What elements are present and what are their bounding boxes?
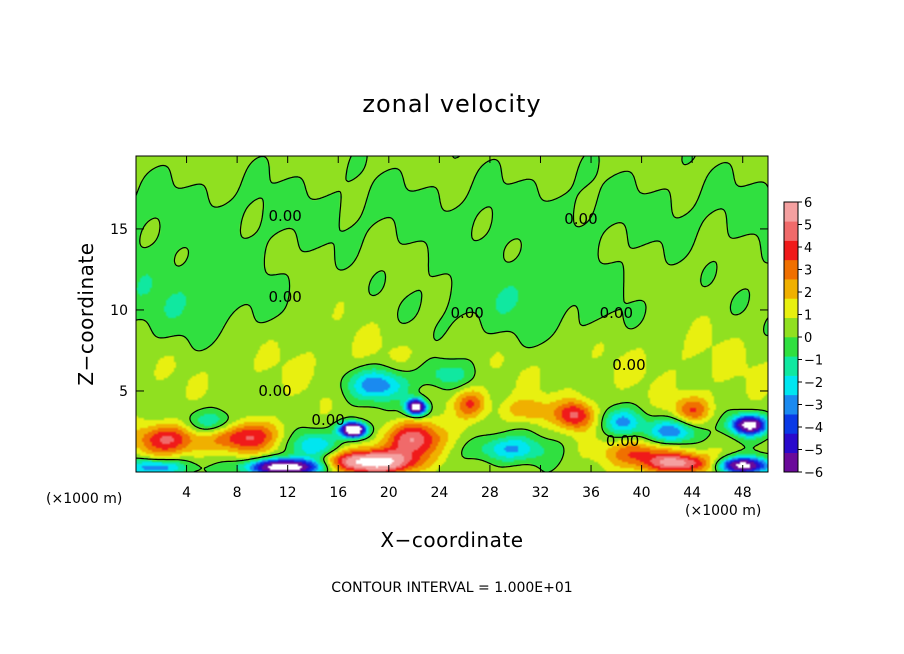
contour-label-1: 0.00 [564, 210, 597, 228]
colorbar-label-2: 4 [804, 241, 812, 256]
colorbar-swatch-9 [784, 279, 798, 299]
contour-label-3: 0.00 [450, 304, 483, 322]
x-tick-label-2: 12 [279, 485, 297, 501]
contour-label-0: 0.00 [268, 207, 301, 225]
y-axis-title: Z−coordinate [74, 242, 98, 385]
x-unit-label-left: (×1000 m) [46, 491, 122, 507]
colorbar-label-12: −6 [804, 466, 823, 481]
x-axis-title: X−coordinate [380, 528, 523, 552]
colorbar-label-1: 5 [804, 219, 812, 234]
colorbar-swatch-3 [784, 394, 798, 415]
zero-contour-line [136, 156, 768, 472]
colorbar-swatch-5 [784, 356, 798, 376]
colorbar-swatch-0 [784, 452, 798, 473]
x-tick-label-5: 24 [430, 485, 448, 501]
colorbar-label-0: 6 [804, 196, 812, 211]
colorbar-swatch-1 [784, 433, 798, 454]
plot-frame [135, 155, 769, 473]
y-tick-label-1: 10 [110, 303, 128, 319]
zero-contours [136, 156, 768, 472]
colorbar-swatch-2 [784, 414, 798, 434]
contour-label-2: 0.00 [268, 288, 301, 306]
contour-label-4: 0.00 [600, 304, 633, 322]
colorbar-swatch-7 [784, 317, 798, 338]
x-tick-label-0: 4 [182, 485, 191, 501]
colorbar-swatch-10 [784, 259, 798, 280]
x-tick-label-7: 32 [532, 485, 550, 501]
x-axis-ticks: 4 8 12 16 20 24 28 32 36 40 44 48 [182, 156, 752, 501]
colorbar-label-11: −5 [804, 444, 823, 459]
y-tick-label-2: 15 [110, 222, 128, 238]
heatmap-image [136, 156, 768, 472]
chart-title: zonal velocity [362, 90, 541, 118]
colorbar-label-6: 0 [804, 331, 812, 346]
x-tick-label-10: 44 [683, 485, 701, 501]
colorbar-label-3: 3 [804, 264, 812, 279]
colorbar-label-7: −1 [804, 354, 823, 369]
x-tick-label-9: 40 [633, 485, 651, 501]
y-axis-ticks: 5 10 15 [110, 222, 768, 400]
colorbar-swatch-6 [784, 337, 798, 357]
colorbar-swatch-8 [784, 298, 798, 319]
colorbar-swatch-13 [784, 202, 798, 222]
contour-label-6: 0.00 [258, 382, 291, 400]
colorbar-label-8: −2 [804, 376, 823, 391]
colorbar-swatch-12 [784, 221, 798, 241]
colorbar-swatch-4 [784, 375, 798, 396]
contour-labels: 0.00 0.00 0.00 0.00 0.00 0.00 0.00 0.00 0.00 [258, 207, 645, 450]
x-tick-label-11: 48 [734, 485, 752, 501]
x-tick-label-3: 16 [329, 485, 347, 501]
x-tick-label-1: 8 [233, 485, 242, 501]
contour-label-8: 0.00 [606, 432, 639, 450]
heatmap-field: 0.00 0.00 0.00 0.00 0.00 0.00 0.00 0.00 0.00 [136, 156, 768, 472]
contour-label-5: 0.00 [612, 356, 645, 374]
x-unit-label-right: (×1000 m) [685, 503, 761, 519]
colorbar-label-4: 2 [804, 286, 812, 301]
colorbar-label-10: −4 [804, 421, 823, 436]
x-tick-label-6: 28 [481, 485, 499, 501]
colorbar-swatch-11 [784, 240, 798, 261]
colorbar-label-9: −3 [804, 399, 823, 414]
colorbar: 6 5 4 3 2 1 0 −1 −2 −3 −4 −5 −6 [783, 196, 823, 481]
x-tick-label-8: 36 [582, 485, 600, 501]
contour-interval-note: CONTOUR INTERVAL = 1.000E+01 [331, 580, 572, 596]
colorbar-label-5: 1 [804, 309, 812, 324]
x-tick-label-4: 20 [380, 485, 398, 501]
y-tick-label-0: 5 [119, 384, 128, 400]
contour-label-7: 0.00 [311, 411, 344, 429]
